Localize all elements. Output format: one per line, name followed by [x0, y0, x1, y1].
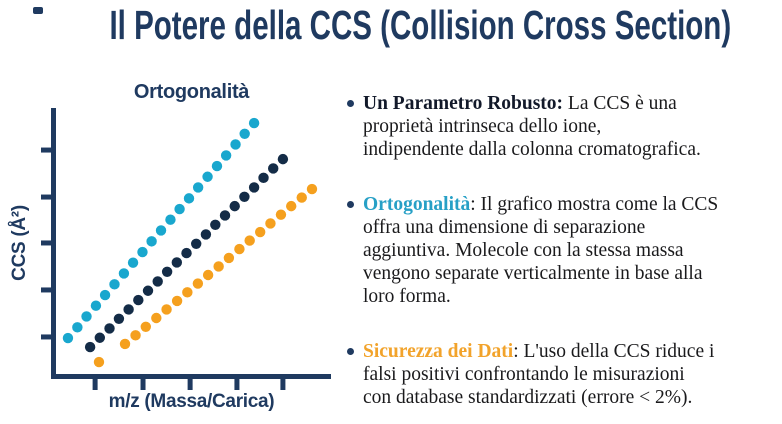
- scatter-dot-cyan-series: [90, 300, 102, 311]
- bullet-list: Un Parametro Robusto: La CCS è una propr…: [347, 92, 779, 409]
- scatter-dot-cyan-series: [137, 246, 148, 258]
- scatter-dot-navy-series: [84, 341, 96, 353]
- scatter-dot-orange-series: [234, 243, 245, 255]
- scatter-dot-orange-series: [223, 252, 235, 264]
- scatter-dot-navy-series: [123, 304, 134, 315]
- scatter-dot-cyan-series: [192, 182, 204, 193]
- scatter-dot-cyan-series: [202, 171, 213, 182]
- scatter-dot-orange-series: [119, 338, 131, 350]
- scatter-dot-cyan-series: [220, 150, 232, 161]
- scatter-dot-cyan-series: [127, 257, 139, 268]
- scatter-dot-navy-series: [219, 210, 231, 221]
- scatter-dot-orange-series: [161, 304, 172, 315]
- scatter-dot-orange-series: [296, 192, 307, 203]
- scatter-dot-orange-series: [192, 278, 204, 289]
- slide-title: Il Potere della CCS (Collision Cross Sec…: [109, 2, 732, 48]
- scatter-dot-navy-series: [133, 294, 144, 306]
- scatter-dot-cyan-series: [109, 279, 120, 290]
- scatter-dot-orange-series: [140, 321, 151, 333]
- scatter-dot-navy-series: [161, 266, 173, 278]
- y-axis-label: CCS (Å²): [9, 205, 30, 281]
- scatter-dot-navy-series: [277, 153, 289, 165]
- scatter-dot-orange-series: [244, 235, 255, 246]
- bullet-text: Sicurezza dei Dati: L'uso della CCS ridu…: [363, 340, 779, 409]
- bullet-rest: : L'uso della CCS riduce i falsi positiv…: [363, 341, 715, 408]
- x-axis-label: m/z (Massa/Carica): [108, 391, 275, 412]
- bullet-lead: Sicurezza dei Dati: [363, 341, 514, 362]
- scatter-dot-navy-series: [191, 238, 202, 249]
- scatter-dot-navy-series: [268, 163, 279, 174]
- scatter-dot-orange-series: [182, 287, 193, 298]
- scatter-dot-cyan-series: [62, 332, 74, 344]
- scatter-dot-cyan-series: [174, 203, 185, 215]
- scatter-dot-orange-series: [171, 295, 183, 307]
- bullet-item-ortogonalita: Ortogonalità: Il grafico mostra come la …: [347, 193, 779, 308]
- scatter-plot-svg: [41, 108, 331, 390]
- scatter-dot-orange-series: [130, 330, 141, 341]
- scatter-dot-cyan-series: [230, 139, 241, 150]
- scatter-dot-orange-series: [275, 209, 287, 220]
- scatter-dot-navy-series: [229, 200, 240, 212]
- scatter-dot-cyan-series: [239, 128, 250, 139]
- bullet-lead: Ortogonalità: [363, 194, 471, 215]
- scatter-dot-orange-series: [265, 218, 276, 229]
- scatter-dot-orange-series: [202, 269, 214, 281]
- scatter-dot-navy-series: [239, 191, 250, 202]
- scatter-dot-orange-series: [254, 226, 266, 238]
- scatter-dot-cyan-series: [248, 117, 260, 129]
- scatter-dot-navy-series: [248, 182, 260, 193]
- scatter-dot-cyan-series: [155, 225, 167, 236]
- scatter-chart: Ortogonalità CCS (Å²) m/z (Massa/Carica): [0, 75, 344, 424]
- bullet-text: Un Parametro Robusto: La CCS è una propr…: [363, 92, 779, 161]
- scatter-dot-orange-series: [306, 183, 318, 195]
- bullet-rest: La CCS è una proprietà intrinseca dello …: [363, 93, 701, 160]
- scatter-dot-navy-series: [200, 229, 212, 240]
- scatter-dot-orange-series: [286, 200, 297, 212]
- scatter-dot-orange-series: [151, 312, 162, 324]
- bullet-dot-icon: [347, 201, 354, 208]
- corner-artifact-mark: [33, 7, 43, 14]
- scatter-dot-cyan-series: [81, 311, 92, 322]
- scatter-dot-navy-series: [210, 219, 221, 231]
- scatter-dot-cyan-series: [211, 160, 223, 172]
- scatter-dot-orange-series: [213, 261, 224, 272]
- scatter-dot-navy-series: [258, 172, 269, 184]
- scatter-dot-navy-series: [104, 323, 115, 334]
- scatter-dot-cyan-series: [118, 268, 130, 279]
- scatter-dot-navy-series: [181, 247, 192, 259]
- bullet-dot-icon: [347, 100, 354, 107]
- bullet-dot-icon: [347, 348, 354, 355]
- bullet-rest: : Il grafico mostra come la CCS offra un…: [363, 194, 719, 307]
- bullet-text: Ortogonalità: Il grafico mostra come la …: [363, 193, 779, 308]
- scatter-dot-navy-series: [171, 257, 183, 268]
- scatter-dot-navy-series: [142, 285, 154, 296]
- chart-title: Ortogonalità: [133, 81, 250, 103]
- bullet-item-robusto: Un Parametro Robusto: La CCS è una propr…: [347, 92, 779, 161]
- scatter-dot-cyan-series: [165, 214, 176, 225]
- bullet-item-sicurezza: Sicurezza dei Dati: L'uso della CCS ridu…: [347, 340, 779, 409]
- bullet-lead: Un Parametro Robusto:: [363, 93, 564, 114]
- scatter-dot-orange-series: [93, 356, 105, 368]
- scatter-dot-navy-series: [113, 313, 125, 324]
- scatter-dot-cyan-series: [146, 236, 157, 247]
- scatter-dot-cyan-series: [72, 322, 83, 333]
- scatter-dot-cyan-series: [183, 193, 195, 204]
- scatter-dot-navy-series: [152, 276, 163, 287]
- scatter-dot-cyan-series: [99, 289, 111, 301]
- scatter-dot-navy-series: [94, 332, 106, 343]
